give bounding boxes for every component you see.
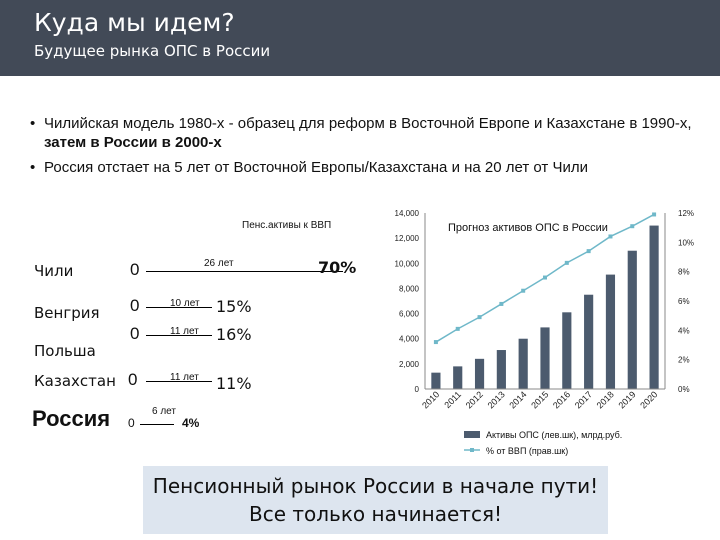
x-tick-label: 2012 — [464, 389, 485, 410]
x-tick-label: 2017 — [573, 389, 594, 410]
timeline-line — [146, 381, 212, 382]
bullet-text: Россия отстает на 5 лет от Восточной Евр… — [44, 159, 588, 176]
y-right-tick-label: 6% — [678, 297, 690, 306]
x-tick-label: 2016 — [551, 389, 572, 410]
line-point-gdp-share — [499, 301, 504, 306]
line-point-gdp-share — [477, 315, 482, 320]
y-left-tick-label: 0 — [415, 385, 420, 394]
timeline-years: 26 лет — [204, 258, 234, 269]
timeline-start: 0 — [130, 324, 140, 343]
timeline-start: 0 — [128, 416, 135, 430]
y-right-tick-label: 4% — [678, 326, 690, 335]
timeline-pct: 16% — [216, 325, 252, 344]
bar-assets — [496, 350, 506, 389]
legend-swatch-assets — [464, 431, 480, 438]
timeline-line — [146, 271, 343, 272]
y-right-tick-label: 10% — [678, 238, 694, 247]
y-left-tick-label: 4,000 — [399, 335, 420, 344]
y-left-tick-label: 6,000 — [399, 310, 420, 319]
x-tick-label: 2011 — [442, 389, 463, 410]
x-tick-label: 2014 — [507, 389, 528, 410]
line-point-gdp-share — [433, 340, 438, 345]
timeline-start: 0 — [130, 296, 140, 315]
timeline-country-hungary: Венгрия — [34, 304, 100, 322]
callout-line2: Все только начинается! — [249, 502, 502, 526]
line-point-gdp-share — [543, 275, 547, 280]
line-point-gdp-share — [652, 212, 657, 217]
timeline-line — [146, 307, 212, 308]
x-tick-label: 2015 — [529, 389, 550, 410]
timeline-years: 11 лет — [170, 326, 199, 337]
slide-subtitle: Будущее рынка ОПС в России — [34, 42, 271, 60]
slide-title: Куда мы идем? — [34, 8, 235, 37]
legend-label-assets: Активы ОПС (лев.шк), млрд.руб. — [486, 430, 622, 440]
y-right-tick-label: 8% — [678, 268, 690, 277]
bullet-item: Россия отстает на 5 лет от Восточной Евр… — [30, 158, 702, 177]
timeline-years: 11 лет — [170, 372, 199, 383]
timeline-years: 10 лет — [170, 298, 200, 309]
timeline-country-kazakhstan: Казахстан — [34, 372, 116, 390]
timeline-pct: 15% — [216, 297, 252, 316]
slide-header: Куда мы идем? Будущее рынка ОПС в России — [0, 0, 720, 76]
bar-assets — [474, 358, 485, 389]
bar-assets — [649, 225, 659, 389]
line-point-gdp-share — [521, 288, 526, 293]
legend-marker-gdp-share — [470, 448, 474, 452]
line-point-gdp-share — [455, 326, 460, 331]
line-point-gdp-share — [564, 260, 569, 265]
line-point-gdp-share — [608, 234, 613, 239]
timeline-line — [140, 424, 174, 425]
timeline-country-chile: Чили — [34, 262, 74, 280]
bar-assets — [627, 250, 637, 389]
bar-assets — [605, 274, 616, 389]
y-right-tick-label: 12% — [678, 209, 694, 218]
y-left-tick-label: 14,000 — [395, 209, 420, 218]
bar-assets — [518, 338, 528, 389]
bar-assets — [431, 372, 441, 389]
line-point-gdp-share — [630, 224, 635, 229]
timeline-years: 6 лет — [152, 406, 176, 417]
timeline-start: 0 — [130, 260, 140, 279]
x-tick-label: 2010 — [420, 389, 441, 410]
y-left-tick-label: 2,000 — [399, 360, 420, 369]
y-left-tick-label: 12,000 — [395, 234, 420, 243]
callout-box: Пенсионный рынок России в начале пути! В… — [143, 466, 608, 534]
y-left-tick-label: 10,000 — [395, 259, 420, 268]
timeline-pct: 11% — [216, 374, 252, 393]
x-tick-label: 2019 — [616, 389, 637, 410]
bullet-list: Чилийская модель 1980-х - образец для ре… — [30, 114, 702, 183]
timeline-pct: 70% — [318, 258, 357, 277]
y-right-tick-label: 2% — [678, 356, 690, 365]
x-tick-label: 2013 — [486, 389, 507, 410]
legend-label-gdp-share: % от ВВП (прав.шк) — [486, 446, 568, 456]
bullet-bold-text: затем в России в 2000-х — [44, 134, 222, 151]
line-point-gdp-share — [586, 249, 591, 254]
timeline-title: Пенс.активы к ВВП — [242, 220, 332, 231]
bar-assets — [540, 327, 550, 389]
callout-line1: Пенсионный рынок России в начале пути! — [152, 474, 599, 498]
timeline-start: 0 — [128, 370, 138, 389]
bullet-item: Чилийская модель 1980-х - образец для ре… — [30, 114, 702, 152]
bar-assets — [453, 366, 463, 389]
y-right-tick-label: 0% — [678, 385, 690, 394]
x-tick-label: 2020 — [638, 389, 659, 410]
bullet-text: Чилийская модель 1980-х - образец для ре… — [44, 115, 692, 132]
timeline-country-poland: Польша — [34, 342, 96, 360]
chart-title: Прогноз активов ОПС в России — [448, 222, 608, 234]
timeline-pct: 4% — [182, 416, 200, 430]
x-tick-label: 2018 — [595, 389, 616, 410]
bar-assets — [562, 312, 572, 389]
timeline-country-russia: Россия — [32, 406, 111, 431]
bar-assets — [584, 294, 594, 389]
y-left-tick-label: 8,000 — [399, 284, 420, 293]
timeline-line — [146, 335, 212, 336]
